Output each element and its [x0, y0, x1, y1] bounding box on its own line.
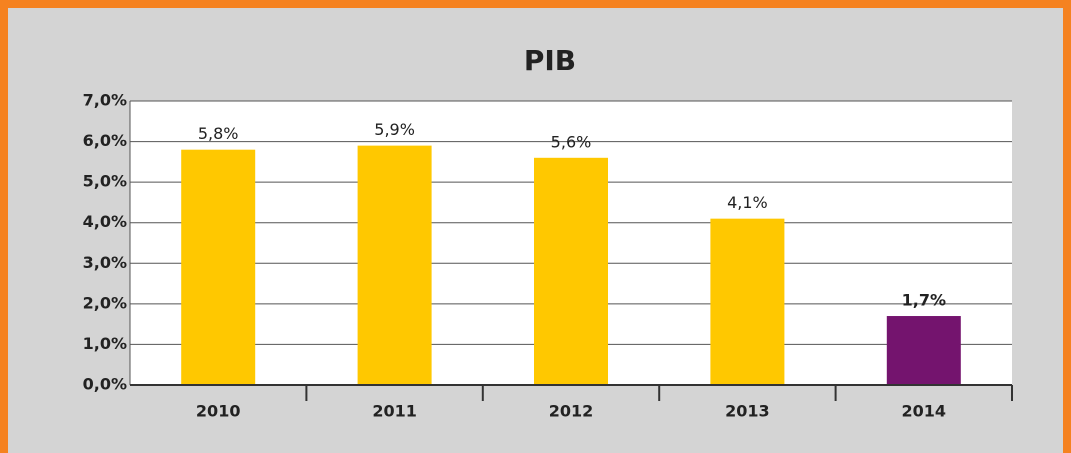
- y-tick-label: 3,0%: [83, 253, 127, 272]
- value-label: 5,9%: [374, 120, 415, 139]
- y-tick-label: 1,0%: [83, 334, 127, 353]
- value-label: 4,1%: [727, 193, 768, 212]
- bar: [710, 218, 785, 385]
- value-label: 1,7%: [902, 291, 946, 310]
- chart-title: PIB: [524, 44, 576, 77]
- value-label: 5,8%: [198, 124, 239, 143]
- x-tick-label: 2013: [725, 402, 770, 421]
- y-tick-label: 6,0%: [83, 131, 127, 150]
- y-tick-label: 5,0%: [83, 172, 127, 191]
- x-tick-label: 2014: [902, 402, 947, 421]
- x-tick-label: 2012: [549, 402, 594, 421]
- bar: [181, 149, 256, 385]
- bar: [886, 316, 961, 385]
- value-label: 5,6%: [551, 132, 592, 151]
- y-tick-label: 4,0%: [83, 212, 127, 231]
- y-tick-label: 7,0%: [83, 91, 127, 110]
- x-tick-label: 2011: [372, 402, 417, 421]
- x-tick-label: 2010: [196, 402, 241, 421]
- y-tick-label: 0,0%: [83, 375, 127, 394]
- bar: [357, 145, 432, 385]
- bar: [534, 157, 608, 385]
- y-tick-label: 2,0%: [83, 293, 127, 312]
